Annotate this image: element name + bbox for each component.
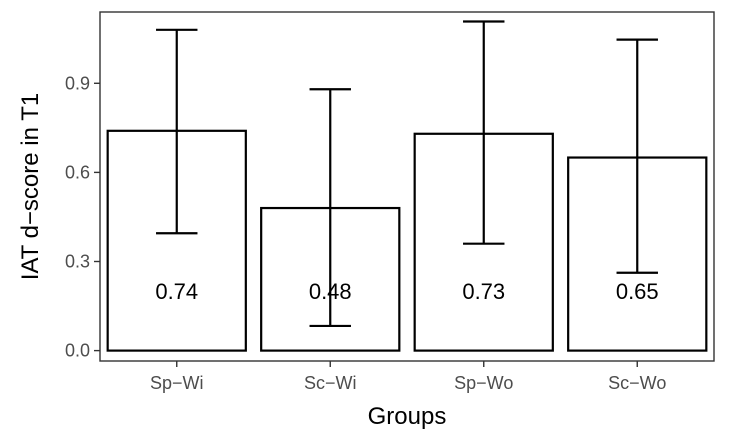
- value-labels: 0.74 0.48 0.73 0.65: [155, 279, 658, 304]
- y-tick-labels: 0.0 0.3 0.6 0.9: [65, 73, 90, 360]
- y-axis-title: IAT d−score in T1: [17, 93, 44, 280]
- x-ticks: [176, 361, 638, 367]
- x-axis-title: Groups: [368, 403, 447, 430]
- bar-value-label: 0.65: [616, 279, 659, 304]
- plot-panel-border: [99, 11, 715, 362]
- y-tick-label: 0.3: [65, 251, 90, 271]
- error-bars: [156, 20, 658, 328]
- y-tick-label: 0.6: [65, 162, 90, 182]
- bar-value-label: 0.48: [309, 279, 352, 304]
- x-tick-label: Sp−Wi: [150, 373, 204, 393]
- x-tick-labels: Sp−Wi Sc−Wi Sp−Wo Sc−Wo: [150, 373, 666, 393]
- y-tick-label: 0.9: [65, 73, 90, 93]
- bar-value-label: 0.73: [462, 279, 505, 304]
- bars: [106, 129, 708, 352]
- y-ticks: [94, 82, 100, 352]
- x-tick-label: Sc−Wi: [304, 373, 357, 393]
- x-tick-label: Sp−Wo: [454, 373, 513, 393]
- bar-value-label: 0.74: [155, 279, 198, 304]
- y-tick-label: 0.0: [65, 341, 90, 361]
- x-tick-label: Sc−Wo: [608, 373, 666, 393]
